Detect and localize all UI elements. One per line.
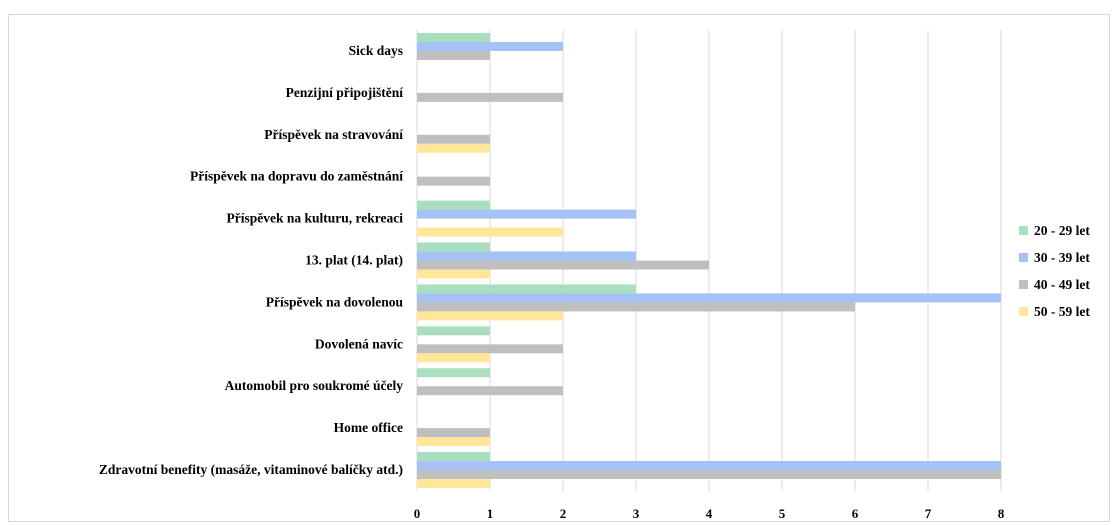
chart-frame bbox=[8, 14, 1110, 522]
bars bbox=[417, 32, 1001, 489]
bar-30-39let-10 bbox=[417, 461, 1001, 471]
bar-20-29let-10 bbox=[417, 452, 490, 462]
gridlines bbox=[416, 30, 1002, 491]
bar-20-29let-6 bbox=[417, 284, 636, 294]
bar-50-59let-9 bbox=[417, 437, 490, 447]
bar-20-29let-5 bbox=[417, 242, 490, 252]
x-tick-label: 1 bbox=[487, 506, 494, 521]
bar-40-49let-9 bbox=[417, 428, 490, 438]
x-tick-label: 4 bbox=[706, 506, 713, 521]
category-label: Příspěvek na dopravu do zaměstnání bbox=[190, 169, 403, 184]
x-tick-label: 2 bbox=[560, 506, 567, 521]
bar-30-39let-4 bbox=[417, 209, 636, 219]
x-tick-labels: 0 1 2 3 4 5 6 7 8 bbox=[414, 506, 1005, 521]
bar-40-49let-3 bbox=[417, 176, 490, 186]
bar-30-39let-0 bbox=[417, 41, 563, 51]
category-label: Dovolená navíc bbox=[315, 336, 403, 351]
x-tick-label: 8 bbox=[998, 506, 1005, 521]
bar-50-59let-10 bbox=[417, 479, 490, 489]
category-label: Automobil pro soukromé účely bbox=[225, 378, 404, 393]
x-tick-label: 7 bbox=[925, 506, 932, 521]
x-tick-label: 0 bbox=[414, 506, 421, 521]
legend-label: 20 - 29 let bbox=[1034, 223, 1090, 238]
bar-20-29let-7 bbox=[417, 326, 490, 336]
legend-swatch bbox=[1019, 253, 1028, 262]
bar-30-39let-5 bbox=[417, 251, 636, 261]
x-tick-label: 3 bbox=[633, 506, 640, 521]
legend: 20 - 29 let 30 - 39 let 40 - 49 let 50 - 59… bbox=[1019, 223, 1090, 319]
category-label: Penzijní připojištění bbox=[286, 85, 404, 100]
bar-20-29let-0 bbox=[417, 32, 490, 42]
category-label: 13. plat (14. plat) bbox=[305, 253, 403, 268]
category-label: Příspěvek na dovolenou bbox=[266, 294, 404, 309]
category-label: Příspěvek na stravování bbox=[264, 127, 403, 142]
x-tick-label: 5 bbox=[779, 506, 786, 521]
legend-label: 40 - 49 let bbox=[1034, 277, 1090, 292]
bar-20-29let-4 bbox=[417, 200, 490, 210]
category-label: Zdravotní benefity (masáže, vitaminové b… bbox=[99, 462, 403, 477]
x-tick-label: 6 bbox=[852, 506, 859, 521]
bar-50-59let-4 bbox=[417, 227, 563, 237]
bar-40-49let-6 bbox=[417, 302, 855, 312]
bar-40-49let-8 bbox=[417, 386, 563, 396]
legend-swatch bbox=[1019, 307, 1028, 316]
bar-50-59let-5 bbox=[417, 269, 490, 279]
bar-40-49let-0 bbox=[417, 50, 490, 60]
bar-40-49let-2 bbox=[417, 134, 490, 144]
bar-30-39let-6 bbox=[417, 293, 1001, 303]
bar-20-29let-8 bbox=[417, 368, 490, 378]
bar-50-59let-2 bbox=[417, 143, 490, 153]
bar-40-49let-1 bbox=[417, 92, 563, 102]
legend-swatch bbox=[1019, 226, 1028, 235]
category-label: Sick days bbox=[349, 43, 403, 58]
bar-50-59let-7 bbox=[417, 353, 490, 363]
category-label: Home office bbox=[334, 420, 403, 435]
legend-label: 50 - 59 let bbox=[1034, 304, 1090, 319]
bar-50-59let-6 bbox=[417, 311, 563, 321]
legend-label: 30 - 39 let bbox=[1034, 250, 1090, 265]
bar-40-49let-5 bbox=[417, 260, 709, 270]
category-labels: Sick days Penzijní připojištění Příspěvek … bbox=[99, 43, 404, 477]
bar-40-49let-10 bbox=[417, 470, 1001, 480]
category-label: Příspěvek na kulturu, rekreaci bbox=[226, 211, 403, 226]
bar-40-49let-7 bbox=[417, 344, 563, 354]
legend-swatch bbox=[1019, 280, 1028, 289]
